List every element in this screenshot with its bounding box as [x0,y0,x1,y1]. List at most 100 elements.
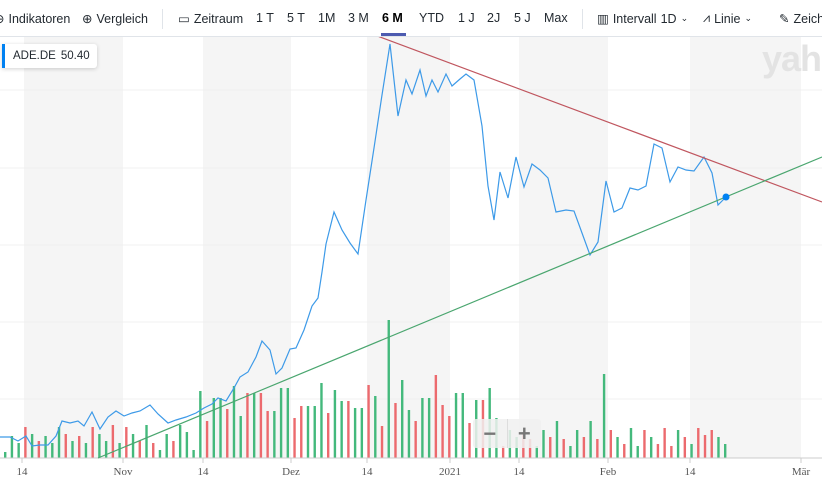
range-2j[interactable]: 2J [487,11,501,25]
divider [582,9,583,29]
volume-bar [219,398,222,458]
range-ytd[interactable]: YTD [419,11,444,25]
volume-bar [562,439,565,458]
volume-bar [78,436,81,458]
volume-bar [37,441,41,458]
chart-toolbar: ⊕Indikatoren ⊕Vergleich ▭Zeitraum 1 T 5 … [0,0,822,37]
x-tick-label: Feb [600,466,617,478]
volume-bar [165,434,168,458]
volume-bar [205,421,209,458]
volume-bar [663,428,666,458]
plus-circle-icon: ⊕ [82,12,93,26]
draw-button[interactable]: ✎ Zeich [779,11,822,27]
volume-bar [158,450,162,458]
indicators-button[interactable]: ⊕ Indikatoren [0,11,70,27]
volume-bar [353,408,357,458]
volume-bar [326,413,330,458]
indicators-icon: ⊕ [0,11,4,26]
interval-dropdown[interactable]: ▥ Intervall 1D ⌄ [597,11,688,27]
selected-range-indicator [381,33,406,36]
range-3m[interactable]: 3 M [348,11,369,25]
compare-label: Vergleich [96,11,148,26]
volume-bar [535,446,538,458]
zoom-out-button[interactable]: − [473,419,508,448]
volume-bar [145,425,148,458]
volume-bar [320,383,323,458]
volume-bar [266,411,269,458]
volume-bar [293,418,296,458]
range-max[interactable]: Max [544,11,568,25]
volume-bar [24,427,27,458]
resistance-trendline[interactable] [372,37,822,203]
range-5j[interactable]: 5 J [514,11,531,25]
volume-bar [279,388,283,458]
volume-bar [347,401,350,458]
volume-bar [273,411,276,458]
volume-bar [434,375,438,458]
volume-bar [380,426,384,458]
volume-bar [178,425,182,458]
pencil-icon: ✎ [779,12,790,26]
volume-bar [649,437,653,458]
volume-bar [724,444,727,458]
volume-bar [616,437,619,458]
volume-bar [152,443,155,458]
volume-bar [172,441,175,458]
volume-bar [468,423,471,458]
range-1j[interactable]: 1 J [458,11,475,25]
legend-price: 50.40 [60,50,90,62]
volume-bar [246,393,249,458]
range-5t[interactable]: 5 T [287,11,305,25]
volume-bar [569,446,572,458]
volume-bar [589,421,592,458]
date-range-label: Zeitraum [193,11,244,26]
volume-bar [71,441,74,458]
volume-bar [226,409,229,458]
date-range-button[interactable]: ▭ Zeitraum [178,11,244,27]
volume-bar [454,393,458,458]
x-tick-label: Nov [114,466,133,478]
x-tick-label: 14 [362,466,374,478]
chevron-down-icon: ⌄ [744,13,753,23]
zoom-control: − + [473,419,541,448]
volume-bar [286,388,290,458]
volume-bar [4,452,7,458]
volume-bar [407,410,411,458]
volume-bar [596,439,599,458]
range-6m[interactable]: 6 M [382,11,403,25]
volume-bar [104,441,108,458]
volume-bar [367,385,370,458]
volume-bar [703,435,707,458]
volume-bar [17,443,20,458]
volume-bar [549,437,552,458]
volume-bar [670,446,673,458]
volume-bar [199,391,202,458]
x-tick-label: Mär [792,466,811,478]
price-chart[interactable]: 14 Nov 14 Dez 14 2021 14 Feb 14 Mär [0,37,822,486]
compare-button[interactable]: ⊕ Vergleich [82,11,148,27]
volume-bar [602,374,606,458]
symbol-legend[interactable]: ADE.DE 50.40 [2,44,97,68]
range-1t[interactable]: 1 T [256,11,274,25]
volume-bar [10,436,14,458]
last-price-dot [722,193,730,201]
period-band [690,37,801,458]
volume-bar [125,427,128,458]
volume-bar [360,408,364,458]
volume-bar [427,398,431,458]
x-tick-label: 14 [17,466,29,478]
volume-bar [441,405,444,458]
calendar-icon: ▭ [178,12,190,26]
volume-bar [64,434,67,458]
volume-bar [623,444,626,458]
volume-bar [91,427,94,458]
range-1m[interactable]: 1M [318,11,336,25]
volume-bar [575,430,579,458]
volume-bar [300,406,303,458]
volume-bar [313,406,316,458]
support-trendline[interactable] [97,156,822,459]
zoom-in-button[interactable]: + [517,420,531,446]
line-chart-icon: ⩘ [703,11,711,25]
chart-type-dropdown[interactable]: ⩘ Linie ⌄ [703,11,752,26]
x-tick-label: 2021 [439,466,461,478]
